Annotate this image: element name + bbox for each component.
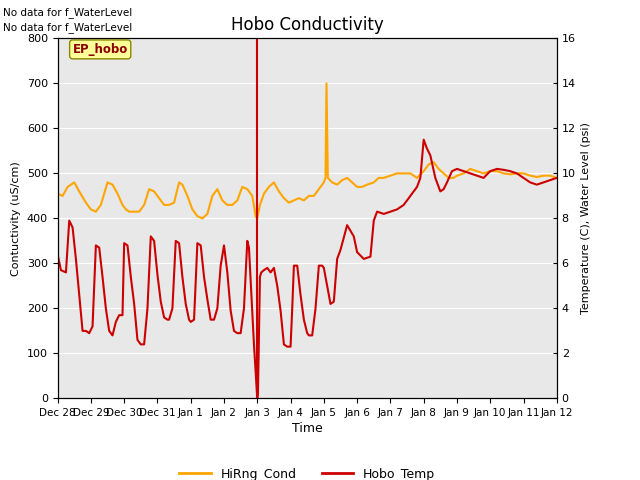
Y-axis label: Contuctivity (uS/cm): Contuctivity (uS/cm) [11, 161, 21, 276]
Text: EP_hobo: EP_hobo [72, 43, 128, 56]
Y-axis label: Temperature (C), Water Level (psi): Temperature (C), Water Level (psi) [581, 122, 591, 314]
Legend: HiRng_Cond, Hobo_Temp: HiRng_Cond, Hobo_Temp [174, 463, 440, 480]
X-axis label: Time: Time [292, 422, 323, 435]
Title: Hobo Conductivity: Hobo Conductivity [231, 16, 383, 34]
Text: No data for f_WaterLevel: No data for f_WaterLevel [3, 22, 132, 33]
Text: No data for f_WaterLevel: No data for f_WaterLevel [3, 7, 132, 18]
